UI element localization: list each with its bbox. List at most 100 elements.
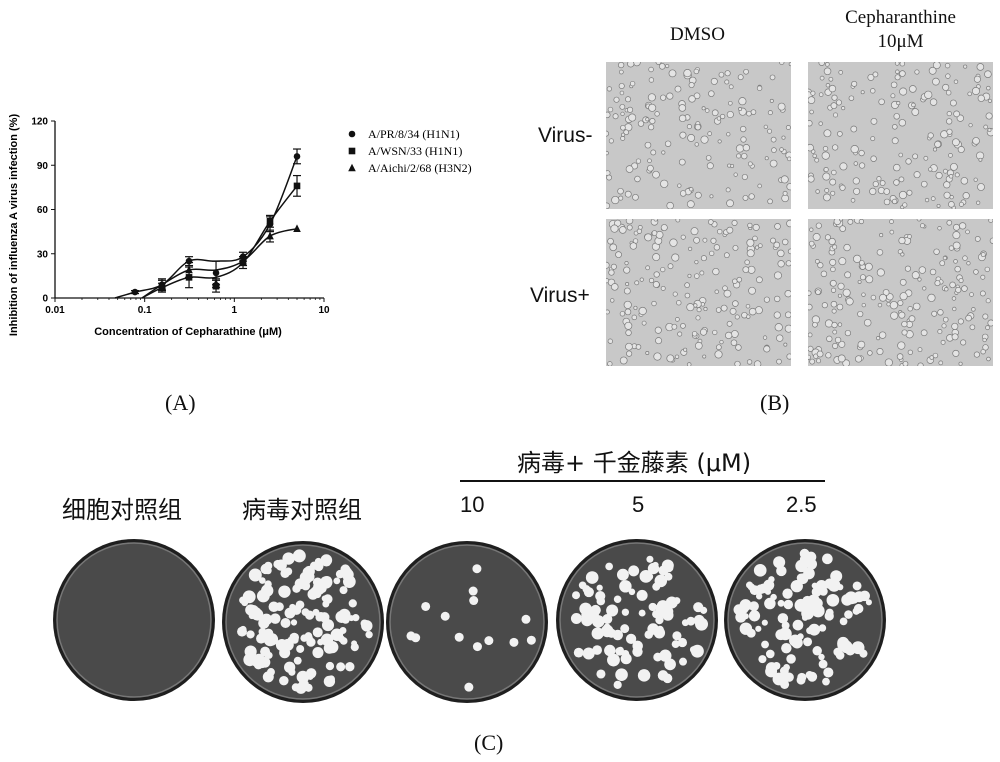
cell: [645, 265, 651, 271]
cell: [879, 180, 886, 186]
cell: [966, 261, 971, 266]
cell: [773, 241, 781, 249]
plaque: [351, 640, 358, 647]
cell: [773, 271, 782, 280]
plaque: [784, 672, 794, 682]
plaque: [583, 587, 594, 598]
cell: [876, 336, 881, 341]
cell: [702, 237, 708, 243]
cell: [620, 135, 626, 141]
cell: [934, 280, 941, 287]
plaque: [851, 641, 865, 655]
cell: [674, 85, 682, 93]
cell: [948, 153, 953, 158]
cell: [818, 121, 823, 126]
cell: [932, 77, 940, 86]
cell: [870, 117, 878, 125]
cell: [883, 188, 891, 195]
cell: [808, 345, 814, 352]
cell: [946, 110, 952, 117]
cell: [897, 299, 904, 306]
cell: [700, 135, 709, 144]
cell: [815, 289, 821, 295]
cell: [823, 193, 831, 202]
cell: [645, 351, 650, 355]
cell: [754, 245, 760, 250]
cell: [660, 224, 668, 232]
cell: [808, 143, 814, 152]
plaque: [288, 668, 296, 676]
plaque: [307, 673, 314, 680]
plaque: [585, 571, 599, 584]
plaque: [312, 647, 324, 659]
plaque: [521, 614, 531, 624]
cell: [985, 112, 993, 120]
cell: [734, 360, 741, 366]
plaque: [755, 625, 762, 632]
cell: [949, 99, 957, 107]
cell: [641, 320, 647, 326]
cell: [784, 324, 791, 333]
plaque: [662, 673, 673, 684]
data-point-circle: [131, 288, 139, 296]
legend-marker-circle: [348, 130, 356, 138]
cell: [898, 152, 904, 158]
cell: [620, 111, 625, 116]
cell: [893, 113, 900, 120]
plaque: [591, 627, 604, 640]
cell: [651, 300, 657, 307]
cell: [669, 238, 678, 247]
cell: [713, 244, 721, 251]
cell: [965, 314, 972, 322]
plaque: [648, 602, 657, 612]
plaque: [262, 671, 274, 683]
cell: [688, 95, 696, 103]
cell: [702, 354, 707, 359]
plaque: [339, 637, 348, 645]
plaque: [812, 646, 822, 656]
cell: [671, 253, 680, 262]
cell: [607, 361, 613, 366]
plaque: [777, 613, 789, 624]
cell: [606, 130, 609, 137]
cell: [917, 362, 924, 366]
plaque: [526, 635, 536, 645]
plaque: [818, 659, 828, 669]
cell: [693, 92, 701, 100]
cell: [814, 157, 820, 163]
plaque: [484, 636, 494, 646]
y-tick-label: 0: [42, 294, 48, 305]
cell: [845, 297, 854, 306]
cell: [606, 309, 610, 315]
plaque: [663, 613, 671, 620]
cell: [919, 223, 925, 229]
cell: [942, 83, 950, 91]
cell: [740, 125, 747, 133]
cell: [946, 118, 953, 125]
cell: [704, 108, 710, 113]
cell: [763, 296, 770, 303]
micrograph-cepharanthine-virus-positive: [808, 219, 993, 366]
cell: [912, 302, 921, 311]
x-tick-label: 0.1: [138, 305, 152, 316]
cell: [927, 132, 934, 139]
plaque: [289, 603, 296, 611]
cell: [838, 340, 846, 348]
cell: [973, 177, 978, 182]
plaque: [824, 611, 834, 621]
legend-marker-square: [348, 147, 356, 155]
plaque: [673, 597, 681, 605]
plate-3: [389, 544, 545, 700]
data-point-circle: [212, 269, 220, 277]
cell: [752, 235, 758, 242]
cell: [953, 79, 959, 84]
plaque: [323, 675, 336, 688]
cell: [956, 114, 965, 122]
plaque: [464, 682, 474, 692]
plaque: [296, 644, 305, 653]
data-point-circle: [293, 153, 301, 160]
cell: [870, 88, 876, 94]
cell: [726, 226, 734, 234]
plaque: [248, 568, 262, 582]
plaque: [693, 602, 704, 613]
